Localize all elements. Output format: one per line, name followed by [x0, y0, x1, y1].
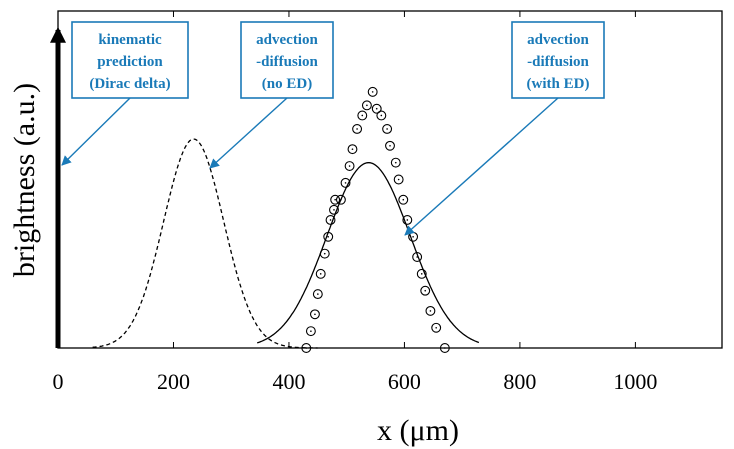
data-point	[431, 322, 442, 333]
data-point-center	[361, 114, 364, 117]
data-point-center	[317, 293, 319, 295]
data-point-center	[435, 326, 437, 329]
annotation-line: advection	[527, 32, 589, 48]
annotation-line: (no ED)	[262, 76, 312, 92]
annotation-box	[71, 21, 189, 99]
data-point-center	[394, 161, 397, 164]
data-point	[398, 194, 409, 205]
data-point	[439, 343, 450, 353]
data-point	[382, 123, 393, 134]
data-point	[344, 161, 355, 171]
data-point	[329, 204, 339, 215]
data-point	[376, 110, 387, 121]
y-axis-title: brightness (a.u.)	[8, 83, 41, 277]
data-point-center	[323, 252, 326, 255]
data-point	[301, 343, 312, 353]
data-point-center	[351, 148, 354, 150]
annotation-line: (Dirac delta)	[89, 76, 170, 92]
data-point-center	[406, 219, 409, 221]
annotation-line: (with ED)	[527, 76, 590, 92]
annotation-line: advection	[256, 32, 318, 48]
dashed-curve-no-ed	[92, 138, 318, 349]
data-point	[416, 268, 427, 279]
data-point	[305, 326, 316, 337]
data-point	[347, 144, 358, 155]
data-point-center	[334, 198, 336, 201]
data-point-center	[356, 128, 358, 130]
data-point-center	[310, 330, 312, 332]
data-point-center	[329, 219, 332, 221]
data-point	[371, 103, 382, 114]
data-point-center	[344, 182, 347, 184]
data-point-center	[416, 256, 418, 258]
series-layer	[49, 26, 480, 353]
data-point-center	[319, 273, 322, 275]
data-point	[390, 157, 401, 168]
annotation-layer: kinematic prediction (Dirac delta) advectio…	[61, 21, 605, 236]
x-tick-label: 600	[388, 369, 421, 394]
annotation-line: kinematic	[98, 32, 162, 48]
annotation-line: -diffusion	[256, 54, 318, 70]
data-point-center	[420, 273, 423, 275]
annotation-line: -diffusion	[527, 54, 589, 70]
data-point-center	[314, 313, 316, 316]
data-point	[425, 305, 436, 316]
annotation-with-ed: advection -diffusion (with ED)	[404, 21, 605, 236]
data-point	[412, 252, 423, 262]
data-point-center	[389, 145, 391, 147]
data-point-center	[305, 347, 308, 349]
data-point-center	[327, 235, 330, 238]
annotation-arrow	[209, 97, 288, 169]
data-point	[330, 194, 341, 205]
data-point	[420, 285, 431, 296]
x-axis-title: x (μm)	[377, 414, 459, 447]
data-point-center	[386, 128, 388, 130]
data-point	[352, 123, 363, 134]
x-tick-label: 800	[503, 369, 536, 394]
data-point-center	[380, 114, 383, 117]
data-point	[315, 268, 326, 279]
data-point	[319, 248, 330, 259]
data-point-center	[429, 310, 432, 312]
x-tick-label: 400	[272, 369, 305, 394]
data-point-center	[444, 347, 446, 349]
annotation-no-ed: advection -diffusion (no ED)	[209, 21, 334, 169]
data-point	[402, 214, 413, 225]
data-point-center	[371, 91, 374, 93]
data-point-center	[340, 198, 342, 201]
annotation-line: prediction	[97, 54, 163, 70]
data-point	[361, 100, 372, 111]
solid-curve-with-ed	[256, 162, 480, 344]
data-point-center	[375, 107, 378, 110]
data-point	[323, 231, 334, 242]
data-point	[385, 140, 395, 151]
x-tick-labels: 0 200 400 600 800 1000	[53, 369, 658, 394]
x-tick-label: 200	[157, 369, 190, 394]
data-point	[335, 194, 346, 205]
annotation-kinematic: kinematic prediction (Dirac delta)	[61, 21, 189, 166]
data-point-center	[397, 178, 400, 181]
data-point-center	[333, 209, 335, 211]
x-tick-label: 0	[53, 369, 64, 394]
data-point-center	[424, 289, 427, 292]
x-tick-label: 1000	[613, 369, 657, 394]
data-point-center	[366, 104, 368, 107]
data-point	[312, 289, 323, 300]
data-point-center	[412, 235, 414, 238]
data-point	[357, 110, 368, 121]
data-point	[367, 86, 378, 97]
annotation-arrow	[61, 97, 131, 166]
data-point	[309, 309, 320, 320]
data-point-center	[402, 198, 405, 201]
data-point	[325, 214, 336, 225]
data-point	[393, 174, 404, 185]
data-point-center	[348, 165, 351, 167]
annotation-box	[511, 21, 605, 99]
annotation-arrow	[404, 97, 559, 236]
data-point	[340, 177, 351, 188]
